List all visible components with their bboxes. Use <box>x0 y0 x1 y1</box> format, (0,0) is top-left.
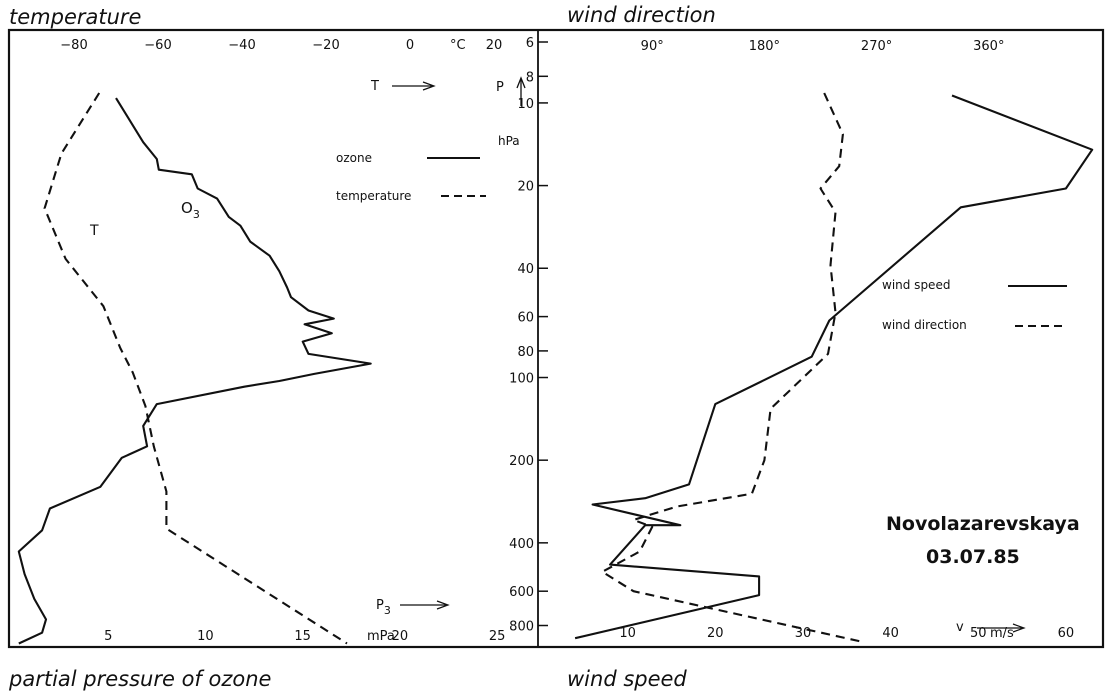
temperature-axis-arrow-head <box>422 81 436 91</box>
curve-label-temperature: T <box>89 223 99 239</box>
pressure-tick-label: 6 <box>526 36 534 51</box>
pressure-tick-label: 80 <box>517 345 534 360</box>
pressure-tick-label: 10 <box>517 97 534 112</box>
series-layer <box>17 92 1094 645</box>
pressure-tick-label: 8 <box>526 70 534 85</box>
temperature-axis-label: T <box>370 79 379 94</box>
wind-speed-tick-label: 60 <box>1058 626 1075 641</box>
station-name: Novolazarevskaya <box>886 513 1080 535</box>
legend-ozone-label: ozone <box>336 151 372 165</box>
wind-speed-tick-label: 50 <box>970 626 987 641</box>
temperature-tick-label: −20 <box>312 38 339 53</box>
curve-label-ozone-subscript: 3 <box>193 208 200 221</box>
temperature-tick-label: −40 <box>228 38 255 53</box>
ozone-tick-label: 5 <box>104 629 112 644</box>
ozone-tick-label: 25 <box>489 629 506 644</box>
sounding-date: 03.07.85 <box>926 546 1020 568</box>
pressure-arrow-head <box>516 76 526 89</box>
temperature-series-line <box>43 92 348 645</box>
wind-speed-axis-arrow-head <box>1012 623 1026 633</box>
ozone-axis-label-subscript: 3 <box>384 604 391 617</box>
pressure-tick-label: 100 <box>509 372 534 387</box>
wind-direction-tick-label: 270° <box>861 39 892 54</box>
wind-speed-series-line <box>574 94 1094 640</box>
temperature-tick-label: 20 <box>486 38 503 53</box>
legend-wind-speed-label: wind speed <box>882 278 950 292</box>
temperature-tick-label: −80 <box>60 38 87 53</box>
wind-speed-axis-label: v <box>956 620 964 635</box>
curve-label-ozone: O3 <box>181 199 200 221</box>
ozone-tick-label: 10 <box>197 629 214 644</box>
pressure-tick-label: 600 <box>509 585 534 600</box>
top-left-title: temperature <box>9 5 141 29</box>
top-right-title: wind direction <box>567 3 716 27</box>
wind-speed-tick-label: 40 <box>882 626 899 641</box>
pressure-unit-label: hPa <box>498 134 520 148</box>
bottom-left-title: partial pressure of ozone <box>8 667 271 691</box>
wind-speed-unit: m/s <box>990 626 1014 641</box>
pressure-tick-label: 40 <box>517 262 534 277</box>
pressure-tick-label: 200 <box>509 454 534 469</box>
wind-direction-tick-label: 360° <box>973 39 1004 54</box>
pressure-tick-label: 20 <box>517 180 534 195</box>
wind-direction-tick-label: 180° <box>749 39 780 54</box>
wind-direction-series-line <box>601 92 865 644</box>
pressure-tick-label: 60 <box>517 311 534 326</box>
figure-frame <box>7 28 1105 649</box>
ozone-tick-label: 15 <box>294 629 311 644</box>
pressure-axis-label: P <box>496 80 504 95</box>
temperature-unit: °C <box>450 38 466 53</box>
bottom-right-title: wind speed <box>567 667 687 691</box>
temperature-tick-label: 0 <box>406 38 414 53</box>
ozone-series-line <box>17 97 372 645</box>
legend-wind-direction-label: wind direction <box>882 318 967 332</box>
ozone-tick-label: 20 <box>392 629 409 644</box>
temperature-tick-label: −60 <box>144 38 171 53</box>
ozone-axis-arrow-head <box>436 600 450 610</box>
ozone-unit: mPa <box>367 629 395 644</box>
wind-speed-tick-label: 20 <box>707 626 724 641</box>
ozone-axis-label: P3 <box>376 598 391 617</box>
wind-speed-tick-label: 10 <box>619 626 636 641</box>
wind-direction-tick-label: 90° <box>641 39 664 54</box>
legend-temperature-label: temperature <box>336 189 411 203</box>
pressure-tick-label: 400 <box>509 537 534 552</box>
pressure-tick-label: 800 <box>509 620 534 635</box>
